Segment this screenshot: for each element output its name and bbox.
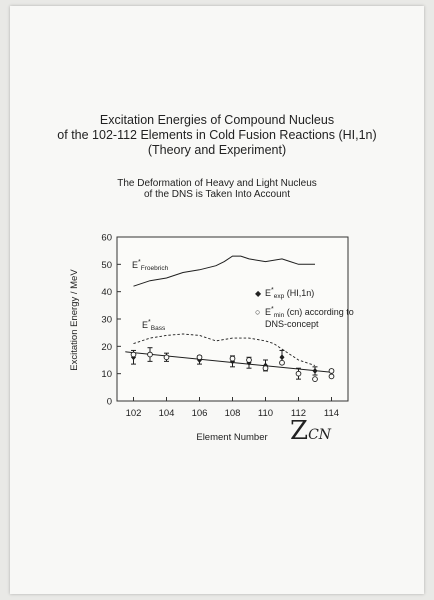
min-point [229,355,236,362]
min-point [196,354,203,361]
exp-point [279,354,285,361]
x-tick-label: 102 [126,408,142,419]
x-tick-label: 112 [291,408,306,419]
min-point [130,351,137,358]
exp-point [312,367,318,374]
y-tick-label: 30 [101,315,112,326]
y-tick-label: 10 [101,369,112,380]
x-tick-label: 104 [159,408,175,419]
y-tick-label: 60 [101,233,112,244]
x-tick-label: 108 [225,408,241,419]
min-point [246,357,252,363]
min-point [295,370,302,377]
title-line-1: Excitation Energies of Compound Nucleus [99,113,335,127]
bass-label: E*Bass [142,319,166,332]
x-axis-label: Element Number [196,432,267,443]
y-tick-label: 40 [101,287,112,298]
series-line-1 [133,333,316,366]
legend-exp-marker: ◆ [255,289,262,298]
y-tick-label: 0 [107,397,112,408]
legend-min-label: E*min (cn) according to [265,306,354,319]
froebrich-label: E*Froebrich [132,259,169,272]
x-tick-label: 114 [324,408,339,419]
title-line-2: of the 102-112 Elements in Cold Fusion R… [57,128,377,142]
min-point [328,373,335,380]
min-point [147,351,153,358]
y-tick-label: 20 [101,342,112,353]
subtitle-line-1: The Deformation of Heavy and Light Nucle… [117,178,317,189]
x-tick-label: 106 [192,408,208,419]
min-point [163,354,170,361]
y-tick-label: 50 [101,260,112,271]
series-line-0 [133,255,315,287]
min-point [279,359,285,366]
min-point [328,368,335,374]
min-point [312,376,318,382]
axes-ticks: 0 10 20 30 40 50 60 102 104 106 108 110 112 114 [101,233,339,420]
subtitle-line-2: of the DNS is Taken Into Account [143,189,290,200]
handwritten-zcn: ZCN [290,416,332,446]
x-tick-label: 110 [258,408,273,419]
y-axis-label: Excitation Energy / MeV [69,269,80,371]
legend-exp-label: E*exp (HI,1n) [265,287,314,300]
min-point [262,365,269,372]
title-line-3: (Theory and Experiment) [147,143,287,157]
series-layer [125,255,335,382]
series-line-2 [125,351,332,373]
legend-min-label-line2: DNS-concept [265,319,319,329]
legend-min-marker: ○ [255,307,260,317]
legend: ◆ E*exp (HI,1n) ○ E*min (cn) according t… [255,287,354,329]
